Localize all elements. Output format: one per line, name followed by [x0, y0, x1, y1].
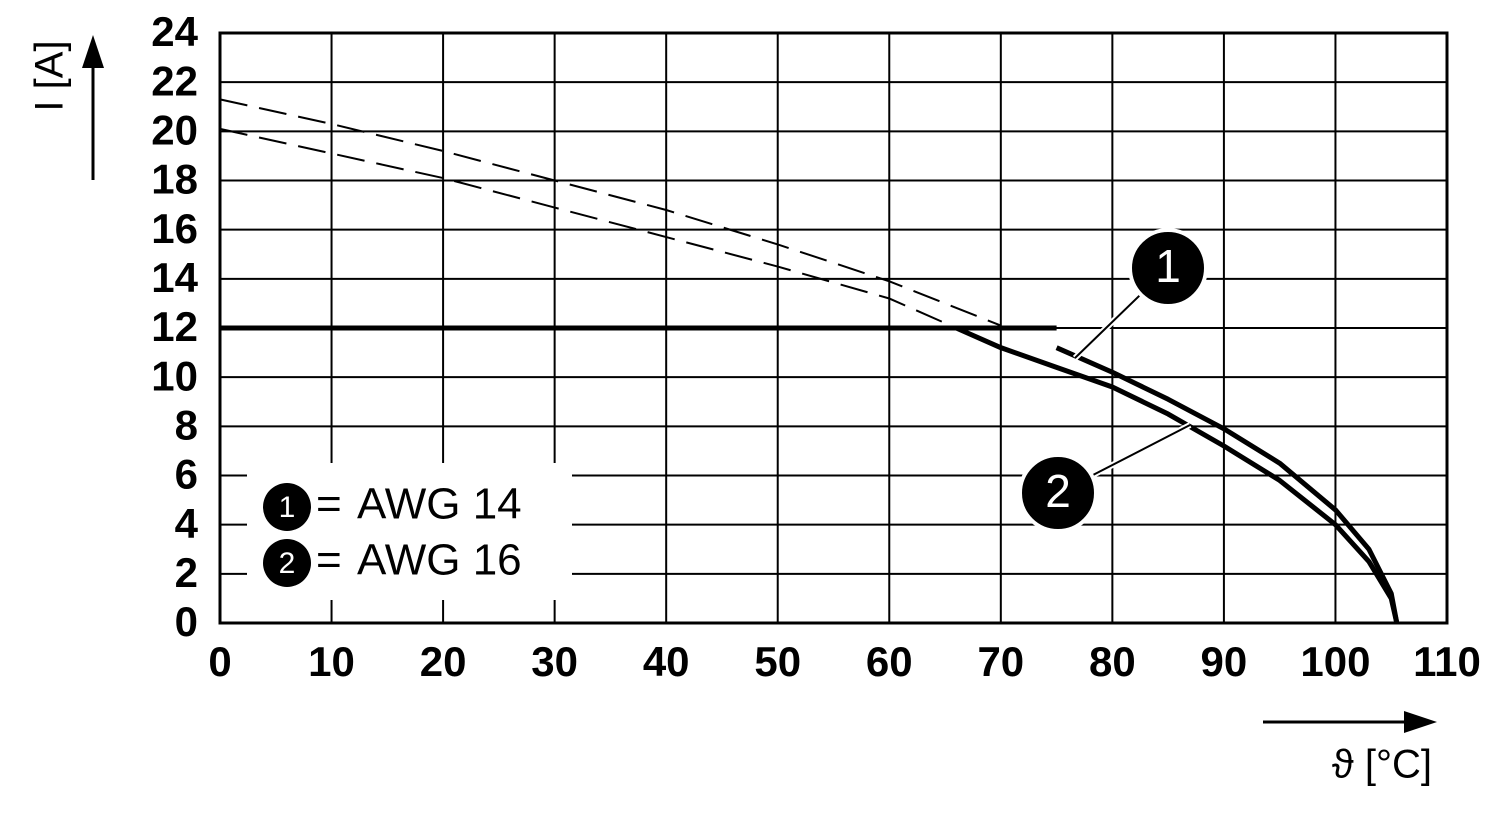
- dashed-curve: [219, 127, 957, 329]
- y-tick-label: 12: [151, 303, 198, 350]
- callout-circle: [1128, 228, 1208, 308]
- y-tick-label: 16: [151, 205, 198, 252]
- y-axis-label: I [A]: [28, 40, 72, 111]
- y-tick-label: 20: [151, 106, 198, 153]
- x-tick-label: 90: [1201, 638, 1248, 685]
- x-tick-label: 20: [420, 638, 467, 685]
- y-tick-label: 8: [175, 401, 198, 448]
- y-tick-label: 10: [151, 352, 198, 399]
- legend-marker-label: 2: [279, 547, 296, 580]
- x-tick-label: 40: [643, 638, 690, 685]
- legend-marker: [263, 483, 311, 531]
- y-tick-label: 4: [175, 500, 199, 547]
- y-tick-label: 18: [151, 156, 198, 203]
- legend-label: AWG 16: [357, 536, 522, 585]
- x-tick-label: 30: [531, 638, 578, 685]
- legend-marker-label: 1: [279, 491, 296, 524]
- legend-label: AWG 14: [357, 480, 522, 529]
- x-tick-label: 70: [977, 638, 1024, 685]
- y-arrow-head: [82, 35, 104, 68]
- x-tick-label: 50: [754, 638, 801, 685]
- callout-circle: [1018, 453, 1098, 533]
- x-tick-label: 10: [308, 638, 355, 685]
- legend-separator: =: [316, 536, 342, 585]
- x-tick-label: 110: [1413, 638, 1481, 685]
- y-tick-label: 6: [175, 451, 198, 498]
- x-tick-label: 60: [866, 638, 913, 685]
- x-tick-label: 100: [1300, 638, 1370, 685]
- legend-separator: =: [316, 480, 342, 529]
- callout-label: 2: [1045, 465, 1071, 517]
- x-tick-label: 80: [1089, 638, 1136, 685]
- y-tick-label: 22: [151, 57, 198, 104]
- x-arrow-head: [1404, 711, 1437, 733]
- derating-curve: [955, 325, 1400, 624]
- callout-label: 1: [1155, 240, 1181, 292]
- y-tick-label: 24: [151, 8, 198, 55]
- legend-marker: [263, 539, 311, 587]
- x-tick-label: 0: [208, 638, 231, 685]
- y-tick-label: 14: [151, 254, 198, 301]
- y-tick-label: 2: [175, 549, 198, 596]
- x-axis-label: ϑ [°C]: [1332, 743, 1432, 787]
- derating-curve: [1055, 345, 1400, 624]
- dashed-curve: [219, 98, 1002, 327]
- y-tick-label: 0: [175, 598, 198, 645]
- plot-border: [218, 31, 1449, 625]
